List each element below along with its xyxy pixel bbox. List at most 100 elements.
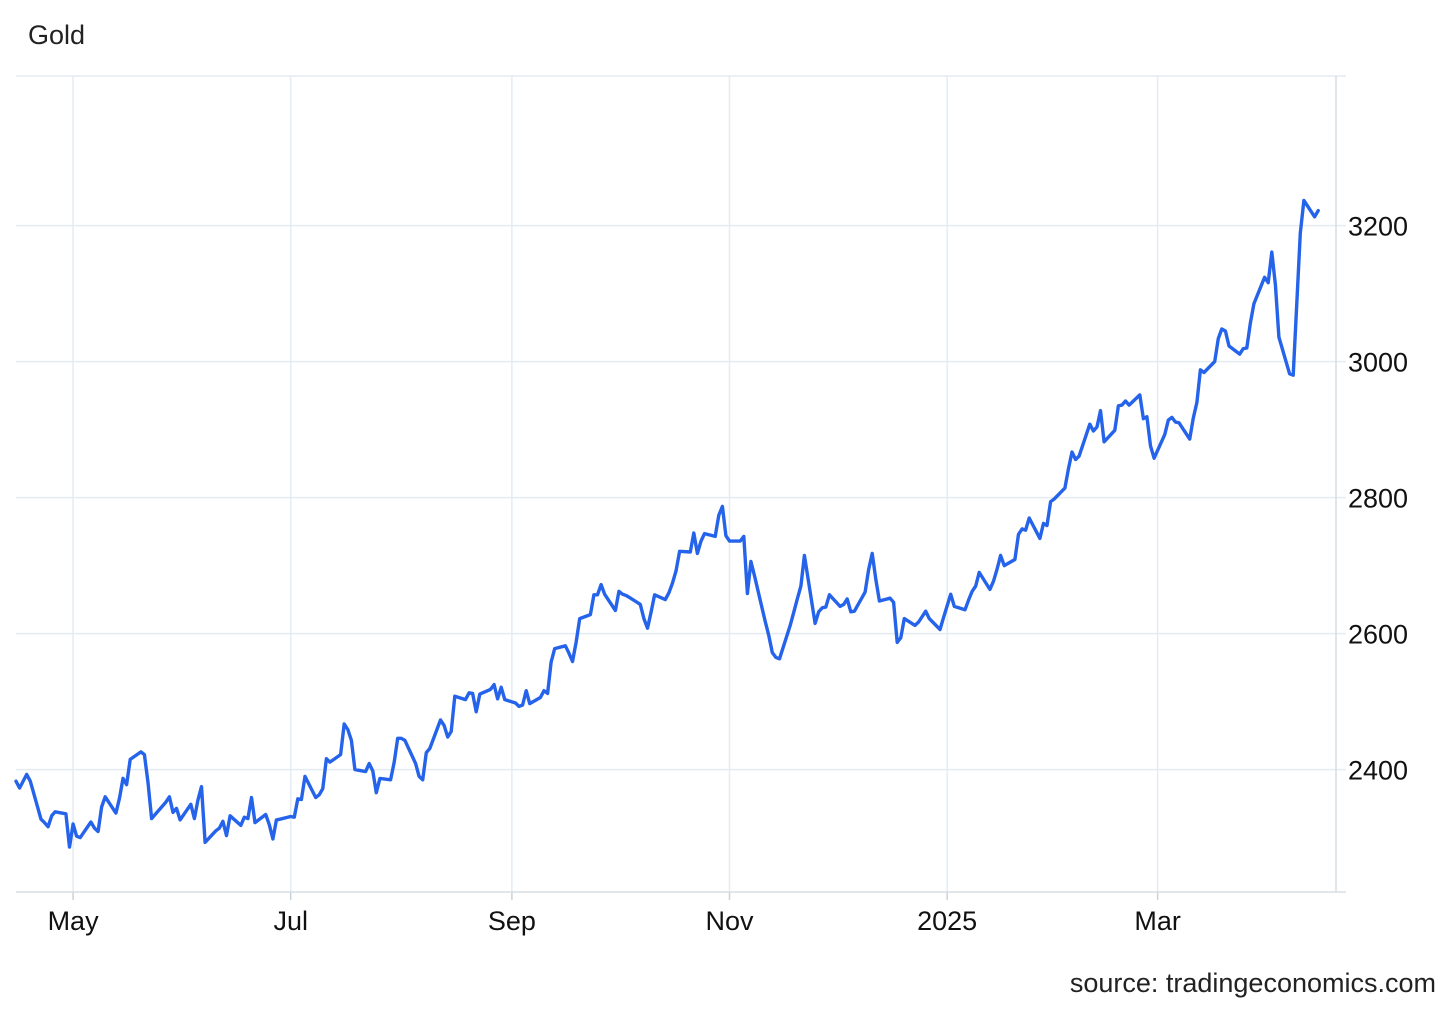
data-point — [603, 592, 607, 596]
data-point — [89, 820, 93, 824]
data-point — [389, 778, 393, 782]
data-point — [267, 823, 271, 827]
data-point — [596, 593, 600, 597]
x-tick-label: Mar — [1134, 906, 1181, 936]
data-point — [424, 751, 428, 755]
data-point — [167, 795, 171, 799]
data-point — [1124, 399, 1128, 403]
data-point — [977, 570, 981, 574]
data-point — [303, 774, 307, 778]
data-point — [118, 796, 122, 800]
data-point — [471, 691, 475, 695]
data-point — [753, 574, 757, 578]
data-point — [221, 819, 225, 823]
data-point — [524, 689, 528, 693]
data-point — [1223, 329, 1227, 333]
data-point — [1177, 421, 1181, 425]
data-point — [1288, 372, 1292, 376]
data-point — [1149, 444, 1153, 448]
data-point — [838, 604, 842, 608]
data-point — [146, 781, 150, 785]
data-point — [192, 817, 196, 821]
data-point — [346, 728, 350, 732]
data-point — [46, 825, 50, 829]
data-point — [43, 821, 47, 825]
data-point — [1113, 428, 1117, 432]
data-point — [374, 791, 378, 795]
data-point — [678, 549, 682, 553]
data-point — [863, 590, 867, 594]
data-point — [1070, 450, 1074, 454]
data-point — [1195, 400, 1199, 404]
data-point — [121, 776, 125, 780]
data-point — [849, 610, 853, 614]
data-point — [196, 798, 200, 802]
data-point — [799, 584, 803, 588]
data-point — [992, 579, 996, 583]
data-point — [64, 812, 68, 816]
data-point — [938, 628, 942, 632]
data-point — [53, 810, 57, 814]
data-point — [795, 597, 799, 601]
data-point — [1002, 564, 1006, 568]
data-point — [253, 821, 257, 825]
data-point — [203, 840, 207, 844]
data-point — [820, 606, 824, 610]
data-point — [1263, 275, 1267, 279]
data-point — [1191, 416, 1195, 420]
data-point — [895, 640, 899, 644]
data-point — [18, 786, 22, 790]
data-point — [774, 655, 778, 659]
data-point — [14, 779, 18, 783]
data-point — [813, 621, 817, 625]
data-point — [68, 845, 72, 849]
data-point — [1270, 250, 1274, 254]
y-tick-label: 3000 — [1348, 348, 1408, 378]
data-point — [439, 718, 443, 722]
data-point — [567, 651, 571, 655]
data-point — [703, 532, 707, 536]
data-point — [949, 592, 953, 596]
data-point — [663, 598, 667, 602]
data-point — [1198, 368, 1202, 372]
data-point — [1027, 516, 1031, 520]
data-point — [988, 587, 992, 591]
data-point — [296, 797, 300, 801]
data-point — [499, 685, 503, 689]
data-point — [496, 697, 500, 701]
data-point — [649, 611, 653, 615]
chart-title: Gold — [28, 20, 86, 50]
data-point — [1266, 281, 1270, 285]
data-point — [250, 796, 254, 800]
data-point — [1220, 327, 1224, 331]
data-point — [1245, 346, 1249, 350]
data-point — [692, 531, 696, 535]
data-point — [824, 605, 828, 609]
data-point — [75, 834, 79, 838]
data-point — [214, 829, 218, 833]
y-tick-label: 2600 — [1348, 620, 1408, 650]
series-line — [14, 198, 1320, 849]
data-point — [674, 569, 678, 573]
data-point — [1063, 486, 1067, 490]
data-point — [617, 589, 621, 593]
data-point — [514, 701, 518, 705]
data-point — [517, 704, 521, 708]
data-point — [728, 539, 732, 543]
data-point — [1216, 337, 1220, 341]
data-point — [1013, 558, 1017, 562]
data-point — [592, 593, 596, 597]
data-point — [28, 779, 32, 783]
data-point — [967, 598, 971, 602]
data-point — [299, 798, 303, 802]
data-point — [1077, 454, 1081, 458]
data-point — [877, 599, 881, 603]
data-point — [239, 823, 243, 827]
x-axis: May Jul Sep Nov 2025 Mar — [48, 906, 1181, 936]
y-tick-label: 3200 — [1348, 212, 1408, 242]
data-point — [1024, 528, 1028, 532]
data-point — [624, 594, 628, 598]
data-point — [321, 787, 325, 791]
data-point — [1163, 432, 1167, 436]
